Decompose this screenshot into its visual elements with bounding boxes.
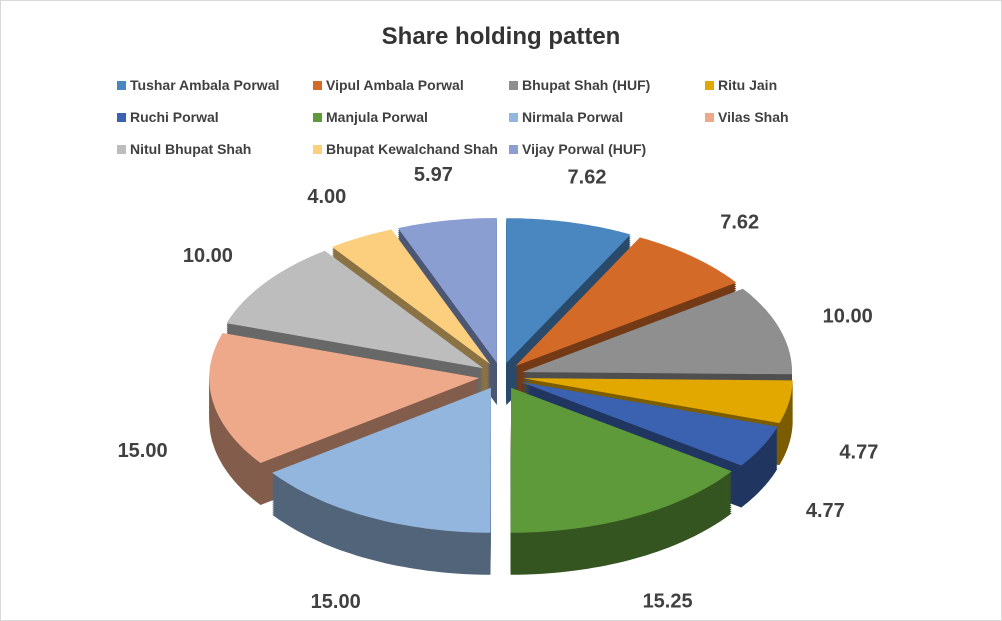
legend-swatch [509, 112, 518, 122]
legend-swatch [705, 80, 714, 90]
legend-entry: Ritu Jain [705, 75, 825, 95]
pie-slice [522, 288, 792, 417]
legend-label: Bhupat Shah (HUF) [522, 77, 651, 93]
legend-swatch [313, 144, 322, 154]
legend-label: Manjula Porwal [326, 109, 428, 125]
data-label: 15.25 [643, 591, 693, 613]
legend-entry: Vilas Shah [705, 107, 825, 127]
legend-label: Nirmala Porwal [522, 109, 624, 125]
slice-top [515, 237, 737, 367]
data-label: 5.97 [414, 164, 453, 186]
legend-entry: Bhupat Kewalchand Shah [313, 139, 509, 159]
legend-label: Ritu Jain [718, 77, 778, 93]
legend-entry: Nitul Bhupat Shah [117, 139, 313, 159]
slice-top [506, 218, 631, 364]
slice-top [520, 381, 778, 466]
data-label: 7.62 [720, 211, 759, 233]
legend-label: Ruchi Porwal [130, 109, 219, 125]
slice-top [272, 387, 491, 533]
legend-label: Vijay Porwal (HUF) [522, 141, 647, 157]
legend-entry: Tushar Ambala Porwal [117, 75, 313, 95]
slice-top [522, 288, 792, 375]
legend-swatch [313, 80, 322, 90]
legend-label: Vipul Ambala Porwal [326, 77, 464, 93]
legend-swatch [705, 112, 714, 122]
legend-label: Nitul Bhupat Shah [130, 141, 252, 157]
data-label: 4.77 [839, 442, 878, 464]
legend-entry: Nirmala Porwal [509, 107, 705, 127]
pie-slice [510, 387, 732, 575]
data-label: 4.77 [806, 500, 845, 522]
legend-swatch [509, 144, 518, 154]
data-label: 10.00 [183, 245, 233, 267]
pie-slice [272, 387, 491, 575]
data-label: 15.00 [311, 591, 361, 613]
data-label: 10.00 [823, 306, 873, 328]
legend-entry: Manjula Porwal [313, 107, 509, 127]
legend-swatch [509, 80, 518, 90]
legend-label: Tushar Ambala Porwal [130, 77, 280, 93]
slice-top [522, 378, 793, 424]
legend-entry: Ruchi Porwal [117, 107, 313, 127]
slice-top [398, 218, 497, 364]
slice-top [226, 250, 484, 369]
slice-top [209, 333, 480, 463]
legend-swatch [117, 112, 126, 122]
slice-top [332, 229, 491, 365]
data-label: 15.00 [118, 440, 168, 462]
legend-entry: Vipul Ambala Porwal [313, 75, 509, 95]
pie-slice [209, 333, 480, 505]
legend-entry: Bhupat Shah (HUF) [509, 75, 705, 95]
slice-top [510, 387, 732, 533]
legend: Tushar Ambala Porwal Vipul Ambala Porwal B… [117, 75, 817, 159]
legend-swatch [117, 144, 126, 154]
legend-swatch [117, 80, 126, 90]
data-label: 7.62 [568, 166, 607, 188]
legend-entry: Vijay Porwal (HUF) [509, 139, 705, 159]
legend-label: Bhupat Kewalchand Shah [326, 141, 498, 157]
chart-title: Share holding patten [381, 23, 621, 50]
data-label: 4.00 [307, 186, 346, 208]
legend-label: Vilas Shah [718, 109, 789, 125]
legend-swatch [313, 112, 322, 122]
